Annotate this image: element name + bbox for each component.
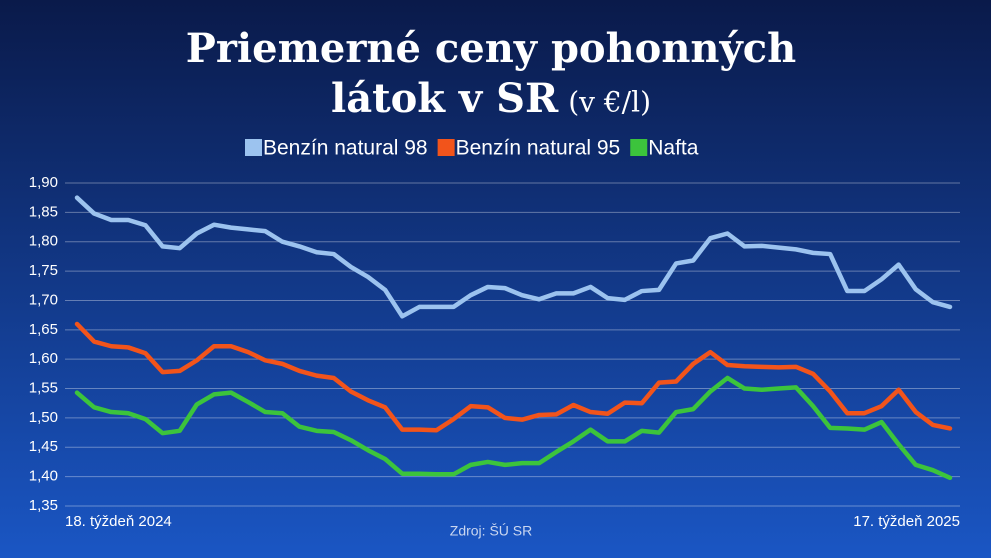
series-line (74, 321, 953, 433)
y-tick-label: 1,45 (29, 438, 58, 455)
y-tick-label: 1,50 (29, 409, 58, 426)
y-tick-label: 1,35 (29, 497, 58, 514)
y-tick-label: 1,75 (29, 262, 58, 279)
y-tick-label: 1,90 (29, 174, 58, 191)
y-tick-label: 1,60 (29, 350, 58, 367)
legend-label: Benzín natural 95 (456, 137, 621, 160)
legend-label: Nafta (648, 137, 699, 160)
source: Zdroj: ŠÚ SR (450, 523, 532, 539)
chart-subtitle: (v €/l) (568, 86, 651, 119)
legend-swatch (245, 139, 262, 156)
legend-label: Benzín natural 98 (263, 137, 428, 160)
y-tick-label: 1,80 (29, 233, 58, 250)
y-tick-label: 1,85 (29, 203, 58, 220)
y-tick-label: 1,40 (29, 468, 58, 485)
x-tick-label: 17. týždeň 2025 (853, 513, 960, 530)
legend-swatch (437, 139, 455, 156)
chart-title: Priemerné ceny pohonných látok v SR (186, 25, 796, 122)
legend-swatch (630, 139, 648, 156)
series-line (74, 195, 953, 319)
x-tick-label: 18. týždeň 2024 (65, 513, 172, 530)
y-tick-label: 1,65 (29, 321, 58, 338)
series-line (74, 375, 953, 481)
y-tick-label: 1,70 (29, 291, 58, 308)
y-tick-label: 1,55 (29, 380, 58, 397)
